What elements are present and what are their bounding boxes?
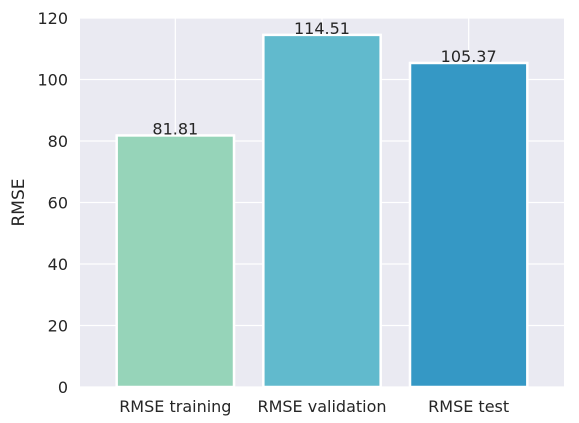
y-tick-label: 80	[48, 132, 68, 151]
bar-1	[115, 134, 236, 389]
y-tick-label: 0	[58, 378, 68, 397]
x-tick-label: RMSE test	[428, 397, 509, 416]
bar-value-label: 105.37	[441, 47, 497, 66]
data-labels: 81.81 114.51 105.37	[152, 19, 496, 139]
bars	[115, 33, 529, 389]
y-axis-ticks: 0 20 40 60 80 100 120	[37, 9, 68, 397]
y-tick-label: 60	[48, 194, 68, 213]
x-axis-ticks: RMSE training RMSE validation RMSE test	[119, 397, 509, 416]
y-tick-label: 120	[37, 9, 68, 28]
bar-3	[408, 61, 529, 389]
x-tick-label: RMSE training	[119, 397, 231, 416]
y-tick-label: 20	[48, 317, 68, 336]
bar-2	[262, 33, 382, 389]
bar-value-label: 114.51	[294, 19, 350, 38]
bar-value-label: 81.81	[152, 119, 198, 138]
y-axis-label: RMSE	[9, 178, 29, 226]
x-tick-label: RMSE validation	[257, 397, 386, 416]
y-tick-label: 100	[37, 71, 68, 90]
y-tick-label: 40	[48, 255, 68, 274]
